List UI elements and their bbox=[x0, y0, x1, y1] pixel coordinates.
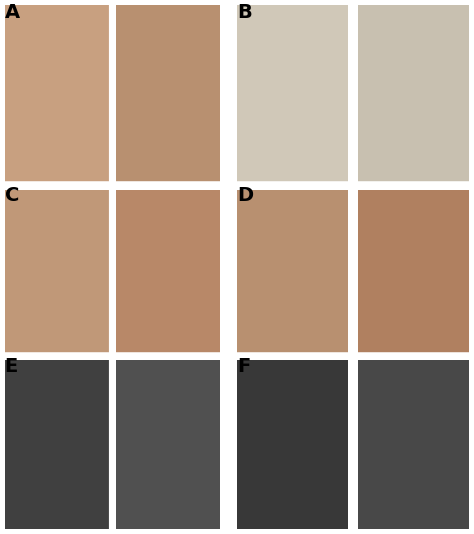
Bar bbox=[116, 360, 220, 529]
Bar bbox=[237, 5, 348, 184]
Bar bbox=[116, 5, 220, 184]
Bar bbox=[237, 190, 348, 355]
Text: B: B bbox=[237, 3, 252, 22]
Text: E: E bbox=[5, 357, 18, 376]
Bar bbox=[5, 190, 109, 355]
Bar bbox=[237, 360, 348, 529]
Bar bbox=[358, 360, 469, 529]
Bar bbox=[358, 5, 469, 184]
Bar bbox=[5, 5, 109, 184]
Text: F: F bbox=[237, 357, 250, 376]
Bar bbox=[358, 190, 469, 355]
Bar bbox=[116, 190, 220, 355]
Text: C: C bbox=[5, 186, 19, 205]
Text: D: D bbox=[237, 186, 253, 205]
Text: A: A bbox=[5, 3, 20, 22]
Bar bbox=[5, 360, 109, 529]
